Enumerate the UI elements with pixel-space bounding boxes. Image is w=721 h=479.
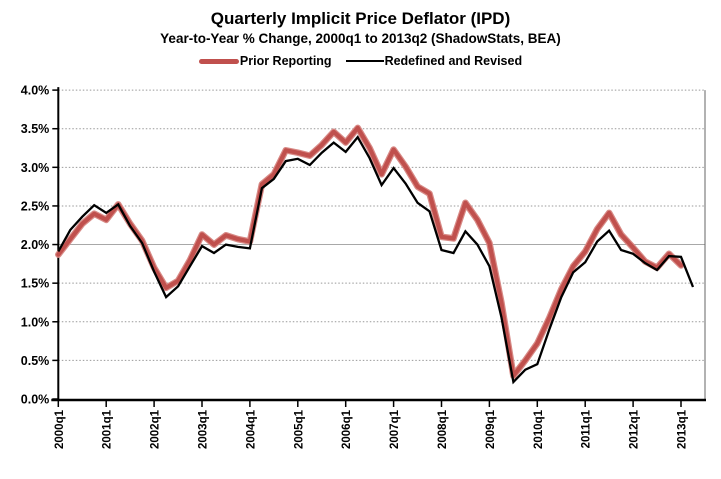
x-axis-label-2001q1: 2001q1 <box>102 409 114 449</box>
y-axis-label-1.5%: 1.5% <box>21 277 50 291</box>
y-axis-label-0.0%: 0.0% <box>21 393 50 407</box>
x-axis-label-2002q1: 2002q1 <box>150 409 162 449</box>
redefined-revised-line <box>57 135 695 385</box>
prior-reporting-line-swatch-icon <box>198 58 239 64</box>
x-axis-label-2013q1: 2013q1 <box>677 409 689 449</box>
y-axis-label-1.0%: 1.0% <box>21 315 50 329</box>
x-axis-label-2012q1: 2012q1 <box>629 409 641 449</box>
y-axis-label-3.5%: 3.5% <box>21 122 50 136</box>
x-axis-label-2011q1: 2011q1 <box>581 409 593 448</box>
chart-title: Quarterly Implicit Price Deflator (IPD) <box>210 9 511 28</box>
x-axis-label-2008q1: 2008q1 <box>437 409 449 449</box>
legend: Prior Reporting Redefined and Revised <box>0 54 721 68</box>
x-axis-label-2004q1: 2004q1 <box>245 409 257 449</box>
x-axis-label-2005q1: 2005q1 <box>293 409 305 449</box>
prior-reporting-line <box>56 125 684 378</box>
x-axis-label-2009q1: 2009q1 <box>485 409 497 449</box>
chart-subtitle: Year-to-Year % Change, 2000q1 to 2013q2 … <box>160 31 561 46</box>
x-axis-label-2003q1: 2003q1 <box>198 409 210 449</box>
y-axis-label-4.0%: 4.0% <box>21 85 50 98</box>
line-chart-plot: 0.0% 0.5% 1.0% 1.5% 2.0% 2.5% 3.0% 3.5% 4.0% 2000… <box>21 85 706 449</box>
y-axis-label-2.5%: 2.5% <box>21 199 50 213</box>
y-axis-label-3.0%: 3.0% <box>21 161 50 175</box>
y-axis-label-2.0%: 2.0% <box>21 238 50 252</box>
prior-reporting-line-halo <box>54 124 685 380</box>
legend-item-prior: Prior Reporting <box>198 54 332 68</box>
legend-label-revised: Redefined and Revised <box>384 54 523 68</box>
x-axis-label-2006q1: 2006q1 <box>341 409 353 449</box>
x-axis-label-2007q1: 2007q1 <box>389 409 401 449</box>
y-axis-label-0.5%: 0.5% <box>21 354 50 368</box>
redefined-revised-line-swatch-icon <box>345 60 384 62</box>
x-axis-label-2010q1: 2010q1 <box>533 409 545 449</box>
legend-item-revised: Redefined and Revised <box>345 54 523 68</box>
x-axis-label-2000q1: 2000q1 <box>54 409 66 449</box>
legend-label-prior: Prior Reporting <box>239 54 332 68</box>
